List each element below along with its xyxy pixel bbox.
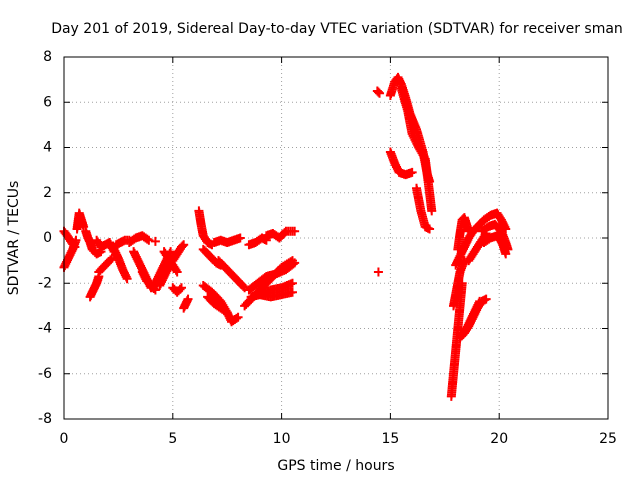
x-axis-label: GPS time / hours: [277, 458, 394, 474]
data-point: [407, 167, 417, 177]
x-tick-label: 20: [490, 431, 508, 447]
data-point: [235, 233, 245, 243]
data-point: [233, 312, 243, 322]
data-point: [287, 278, 297, 288]
data-point: [475, 296, 485, 306]
data-point: [290, 258, 300, 268]
data-point: [70, 242, 80, 252]
x-tick-label: 15: [381, 431, 399, 447]
data-point: [287, 287, 297, 297]
x-axis-ticks: 0 5 10 15 20 25: [60, 57, 617, 447]
y-axis-ticks: -8 -6 -4 -2 0 2 4 6 8: [38, 49, 608, 427]
y-tick-label: 4: [43, 140, 52, 156]
y-tick-label: -4: [38, 321, 52, 337]
data-point: [375, 88, 385, 98]
data-point: [79, 222, 89, 232]
data-point: [222, 308, 232, 318]
y-tick-label: -6: [38, 366, 52, 382]
grid-lines: [64, 57, 608, 419]
data-point: [427, 206, 437, 216]
y-tick-label: 6: [43, 94, 52, 110]
data-point: [150, 236, 160, 246]
data-point: [179, 240, 189, 250]
x-tick-label: 10: [273, 431, 291, 447]
x-tick-label: 0: [60, 431, 69, 447]
chart-title: Day 201 of 2019, Sidereal Day-to-day VTE…: [51, 21, 623, 37]
data-point: [373, 87, 383, 97]
data-point: [290, 226, 300, 236]
data-point: [122, 274, 132, 284]
data-point: [373, 267, 383, 277]
y-axis-label: SDTVAR / TECUs: [6, 181, 22, 296]
x-tick-label: 5: [168, 431, 177, 447]
data-point: [172, 267, 182, 277]
y-tick-label: -8: [38, 411, 52, 427]
data-point: [177, 283, 187, 293]
data-point: [425, 224, 435, 234]
y-tick-label: 8: [43, 49, 52, 65]
data-point: [178, 241, 188, 251]
data-points: [59, 72, 513, 401]
data-point: [481, 294, 491, 304]
plot-frame: [63, 56, 609, 420]
x-tick-label: 25: [599, 431, 617, 447]
y-tick-label: 2: [43, 185, 52, 201]
y-tick-label: -2: [38, 275, 52, 291]
y-tick-label: 0: [43, 230, 52, 246]
data-point: [183, 294, 193, 304]
data-point: [144, 235, 154, 245]
data-point: [501, 249, 511, 259]
